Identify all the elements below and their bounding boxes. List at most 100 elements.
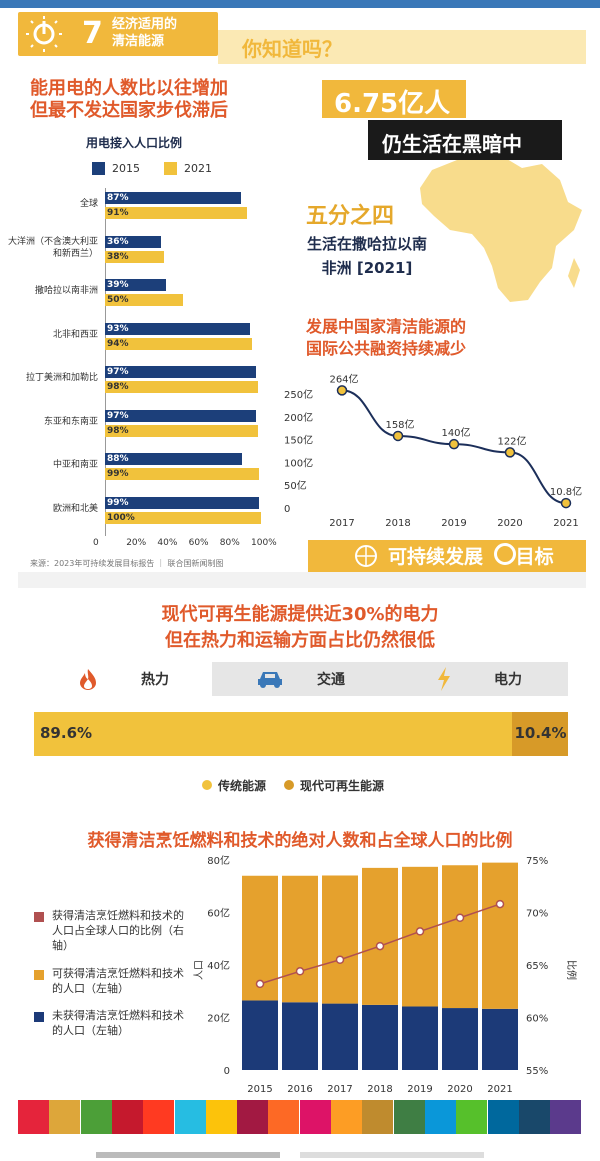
bar-2015: 93% [105,322,251,335]
bar-value-label: 50% [107,295,129,305]
tab-electricity[interactable]: 电力 [390,662,568,696]
bar-value-label: 97% [107,367,129,377]
cooking-share-point [335,955,345,964]
finance-y-tick: 50亿 [284,479,307,492]
tab-transport-label: 交通 [317,672,345,688]
finance-y-tick: 250亿 [284,388,313,401]
finance-value-label: 158亿 [385,418,414,431]
energy-power-icon [26,16,62,52]
flame-icon [80,669,96,690]
lightning-icon [438,667,450,691]
finance-title-line2: 国际公共融资持续减少 [306,339,467,358]
finance-y-tick: 0 [284,504,290,515]
bar-2021: 98% [105,381,258,393]
legend-2015-label: 2015 [112,162,140,175]
cooking-right-tick: 75% [526,856,548,867]
in-dark-bg [368,120,562,160]
access-x-tick: 100% [251,538,277,548]
people-in-dark-number: 6.75亿人 [334,89,451,119]
cooking-left-tick: 0 [224,1066,230,1077]
access-y-axis [105,188,106,536]
goal-title-line1: 经济适用的 [112,17,178,32]
access-category-label: 大洋洲（不含澳大利亚和新西兰） [7,236,98,259]
source-note: 来源：2023年可持续发展目标报告 ｜ 联合国新闻制图 [30,559,224,568]
access-category-label: 北非和西亚 [52,329,98,340]
sdg-goals-strip [18,1100,582,1134]
cooking-x-tick: 2020 [447,1084,472,1095]
cooking-x-tick: 2018 [367,1084,392,1095]
finance-x-tick: 2019 [441,518,466,529]
sdg-goal-tile [550,1100,582,1134]
cooking-title: 获得清洁烹饪燃料和技术的绝对人数和占全球人口的比例 [87,831,513,851]
in-dark-text: 仍生活在黑暗中 [382,132,522,156]
cooking-right-tick: 55% [526,1066,548,1077]
bar-value-label: 93% [107,323,129,334]
sdg-goal-tile [362,1100,394,1134]
access-x-tick: 80% [219,538,240,548]
top-blue-bar [0,0,600,8]
sdg-goal-tile [331,1100,362,1134]
legend-noaccess-label: 未获得清洁烹饪燃料和技术的人口（左轴） [52,1009,184,1037]
sdg-text: 可持续发展 目标 [388,542,554,569]
cooking-bar-noaccess [402,1006,438,1070]
cooking-left-tick: 60亿 [207,907,230,920]
energy-tabs: 热力 交通 电力 [34,662,568,696]
cooking-left-tick: 80亿 [207,854,230,867]
tab-transport[interactable]: 交通 [212,662,390,696]
un-emblem-icon [355,545,377,567]
bar-2015: 36% [105,235,162,248]
legend-noaccess-swatch [34,1012,44,1022]
cooking-bar-noaccess [282,1002,318,1070]
finance-value-label: 122亿 [497,434,526,447]
sdg-goal-tile [18,1100,49,1134]
cooking-bar-access [482,862,518,1009]
sdg-goal-tile [518,1100,550,1134]
bar-2015: 99% [105,496,260,509]
did-you-know-bg [218,30,586,64]
finance-value-label: 264亿 [329,372,358,385]
sdg-goal-tile [299,1100,331,1134]
legend-access-label: 可获得清洁烹饪燃料和技术的人口（左轴） [52,967,184,995]
sdg-wheel-icon [493,543,516,565]
goal-title-line2: 清洁能源 [112,34,165,49]
bar-2015: 97% [105,366,257,378]
bar-value-label: 99% [107,497,129,508]
bar-2021: 98% [105,424,258,437]
finance-title: 发展中国家清洁能源的 国际公共融资持续减少 [306,316,566,360]
sdg-strip [308,540,586,572]
modern-renewable-bar: 10.4% [512,712,568,756]
goal-title: 经济适用的 清洁能源 [112,16,212,50]
access-x-tick: 20% [126,538,147,548]
legend-share-swatch [34,912,44,922]
finance-point [560,497,572,509]
bar-value-label: 87% [107,193,129,203]
cooking-x-tick: 2019 [407,1084,432,1095]
traditional-value: 89.6% [40,724,93,742]
access-category-label: 拉丁美洲和加勒比 [25,373,98,383]
access-x-tick: 60% [188,538,209,548]
bar-value-label: 91% [107,208,129,218]
cooking-left-tick: 20亿 [207,1012,230,1025]
legend-share-label: 获得清洁烹饪燃料和技术的人口占全球人口的比例（右轴） [52,909,184,952]
bar-value-label: 98% [107,425,129,436]
finance-point [448,438,460,450]
tab-heat[interactable]: 热力 [34,662,212,696]
access-x-tick: 40% [157,538,178,548]
legend-access-swatch [34,970,44,980]
four-fifths: 五分之四 [306,204,395,229]
sdg-goal-tile [456,1100,488,1134]
cooking-share-point [375,941,385,951]
cooking-bar-noaccess [242,1000,278,1070]
cooking-share-point [495,899,505,909]
legend-traditional-dot [202,780,212,790]
bar-2015: 39% [105,279,166,291]
finance-point [504,447,516,458]
bar-value-label: 99% [107,469,129,479]
sdg-goal-tile [268,1100,300,1134]
goal-banner [18,12,218,56]
bar-2021: 100% [105,511,261,524]
cooking-left-axis-label: 人口 [193,960,205,980]
cooking-share-point [295,967,305,976]
finance-y-tick: 100亿 [284,456,313,469]
finance-x-tick: 2021 [553,518,578,529]
